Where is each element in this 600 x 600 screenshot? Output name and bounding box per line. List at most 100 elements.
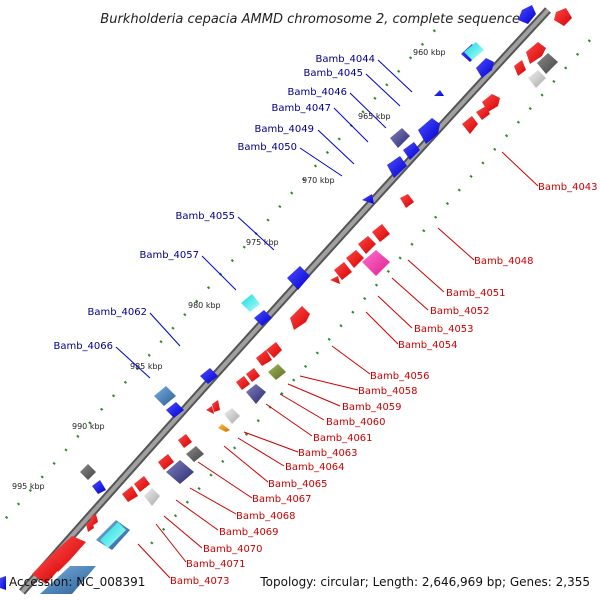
gene-label[interactable]: Bamb_4066 bbox=[53, 341, 113, 352]
gene-arrow[interactable] bbox=[464, 42, 484, 60]
gene-label[interactable]: Bamb_4056 bbox=[370, 371, 430, 382]
gene-arrow[interactable] bbox=[100, 522, 126, 548]
gene-arrow[interactable] bbox=[254, 310, 272, 326]
gene-arrow[interactable] bbox=[246, 384, 266, 404]
gene-arrow[interactable] bbox=[330, 276, 340, 284]
gene-label[interactable]: Bamb_4055 bbox=[175, 211, 235, 222]
gene-arrow[interactable] bbox=[144, 488, 160, 506]
gene-arrow[interactable] bbox=[212, 400, 220, 412]
gene-label[interactable]: Bamb_4073 bbox=[170, 576, 230, 587]
gene-label[interactable]: Bamb_4063 bbox=[298, 448, 358, 459]
gene-arrow[interactable] bbox=[268, 364, 286, 380]
gene-arrow[interactable] bbox=[206, 406, 214, 414]
gene-arrow[interactable] bbox=[334, 262, 352, 280]
gene-arrow[interactable] bbox=[372, 224, 390, 242]
gene-arrow[interactable] bbox=[92, 480, 106, 494]
gene-arrow[interactable] bbox=[476, 58, 494, 78]
gene-label[interactable]: Bamb_4054 bbox=[398, 340, 458, 351]
gene-arrow[interactable] bbox=[80, 464, 96, 480]
gene-label[interactable]: Bamb_4067 bbox=[252, 494, 312, 505]
gene-label[interactable]: Bamb_4060 bbox=[326, 417, 386, 428]
gene-label[interactable]: Bamb_4044 bbox=[315, 54, 375, 65]
gene-arrow[interactable] bbox=[400, 194, 414, 208]
gene-arrow[interactable] bbox=[514, 60, 526, 76]
gene-label[interactable]: Bamb_4070 bbox=[203, 544, 263, 555]
accession-text: Accession: NC_008391 bbox=[9, 575, 145, 589]
gene-arrow[interactable] bbox=[266, 342, 282, 358]
gene-arrow[interactable] bbox=[290, 306, 310, 330]
reverse-gene-labels: Bamb_4043 Bamb_4048 Bamb_4051 Bamb_4052 … bbox=[170, 182, 598, 587]
gene-arrow[interactable] bbox=[403, 142, 420, 160]
gene-label[interactable]: Bamb_4061 bbox=[313, 433, 373, 444]
gene-arrow[interactable] bbox=[287, 266, 310, 290]
gene-arrow[interactable] bbox=[390, 128, 410, 148]
gene-arrow[interactable] bbox=[434, 90, 444, 96]
gene-arrow[interactable] bbox=[537, 53, 558, 74]
reverse-leader-lines bbox=[137, 151, 539, 579]
inner-tick-track bbox=[0, 29, 436, 526]
gene-arrow[interactable] bbox=[178, 434, 192, 448]
gene-arrow[interactable] bbox=[166, 460, 194, 484]
gene-arrow[interactable] bbox=[166, 402, 184, 418]
gene-arrow[interactable] bbox=[158, 454, 174, 470]
gene-label[interactable]: Bamb_4068 bbox=[236, 511, 296, 522]
gene-label[interactable]: Bamb_4050 bbox=[237, 142, 297, 153]
reverse-strand-genes bbox=[32, 8, 572, 584]
gene-arrow[interactable] bbox=[246, 368, 260, 382]
gene-arrow[interactable] bbox=[362, 250, 390, 276]
gene-label[interactable]: Bamb_4047 bbox=[271, 103, 331, 114]
gene-arrow[interactable] bbox=[0, 576, 6, 590]
gene-label[interactable]: Bamb_4057 bbox=[139, 250, 199, 261]
forward-strand-genes bbox=[0, 5, 536, 594]
map-title: Burkholderia cepacia AMMD chromosome 2, … bbox=[100, 12, 520, 27]
gene-arrow[interactable] bbox=[526, 42, 546, 64]
gene-arrow[interactable] bbox=[387, 156, 407, 178]
gene-arrow[interactable] bbox=[40, 566, 96, 594]
gene-arrow[interactable] bbox=[241, 294, 260, 312]
gene-label[interactable]: Bamb_4043 bbox=[538, 182, 598, 193]
gene-arrow[interactable] bbox=[50, 536, 86, 572]
gene-label[interactable]: Bamb_4059 bbox=[342, 402, 402, 413]
gene-arrow[interactable] bbox=[462, 116, 478, 134]
forward-gene-labels: Bamb_4044 Bamb_4045 Bamb_4046 Bamb_4047 … bbox=[53, 54, 375, 352]
gene-label[interactable]: Bamb_4053 bbox=[414, 324, 474, 335]
gene-label[interactable]: Bamb_4065 bbox=[268, 479, 328, 490]
gene-arrow[interactable] bbox=[418, 118, 440, 144]
tick-label: 980 kbp bbox=[188, 301, 221, 310]
gene-arrow[interactable] bbox=[554, 8, 572, 26]
gene-label[interactable]: Bamb_4071 bbox=[186, 559, 246, 570]
gene-arrow[interactable] bbox=[32, 556, 62, 584]
gene-label[interactable]: Bamb_4069 bbox=[219, 527, 279, 538]
gene-arrow[interactable] bbox=[218, 424, 230, 432]
gene-label[interactable]: Bamb_4049 bbox=[254, 124, 314, 135]
gene-arrow[interactable] bbox=[362, 194, 374, 204]
gene-arrow[interactable] bbox=[358, 236, 376, 254]
gene-arrow[interactable] bbox=[154, 386, 176, 406]
gene-label[interactable]: Bamb_4052 bbox=[430, 306, 490, 317]
gene-label[interactable]: Bamb_4064 bbox=[285, 462, 345, 473]
gene-arrow[interactable] bbox=[346, 250, 364, 268]
gene-arrow[interactable] bbox=[186, 446, 204, 462]
gene-label[interactable]: Bamb_4045 bbox=[303, 68, 363, 79]
gene-label[interactable]: Bamb_4058 bbox=[358, 386, 418, 397]
forward-leader-lines bbox=[115, 59, 413, 379]
gene-arrow[interactable] bbox=[528, 70, 546, 88]
gene-label[interactable]: Bamb_4062 bbox=[87, 307, 147, 318]
gene-arrow[interactable] bbox=[224, 408, 240, 424]
gene-label[interactable]: Bamb_4051 bbox=[446, 288, 506, 299]
gene-arrow[interactable] bbox=[122, 486, 138, 502]
gene-arrow[interactable] bbox=[200, 368, 218, 384]
gene-label[interactable]: Bamb_4046 bbox=[287, 87, 347, 98]
topology-text: Topology: circular; Length: 2,646,969 bp… bbox=[259, 575, 590, 589]
tick-label: 985 kbp bbox=[130, 362, 163, 371]
gene-arrow[interactable] bbox=[90, 514, 98, 526]
gene-arrow[interactable] bbox=[518, 5, 536, 24]
gene-arrow[interactable] bbox=[236, 376, 250, 390]
gene-arrow[interactable] bbox=[256, 350, 272, 366]
tick-label: 970 kbp bbox=[302, 176, 335, 185]
gene-label[interactable]: Bamb_4048 bbox=[474, 256, 534, 267]
gene-arrow[interactable] bbox=[476, 106, 490, 120]
tick-label: 990 kbp bbox=[72, 422, 105, 431]
gene-arrow[interactable] bbox=[134, 476, 150, 492]
